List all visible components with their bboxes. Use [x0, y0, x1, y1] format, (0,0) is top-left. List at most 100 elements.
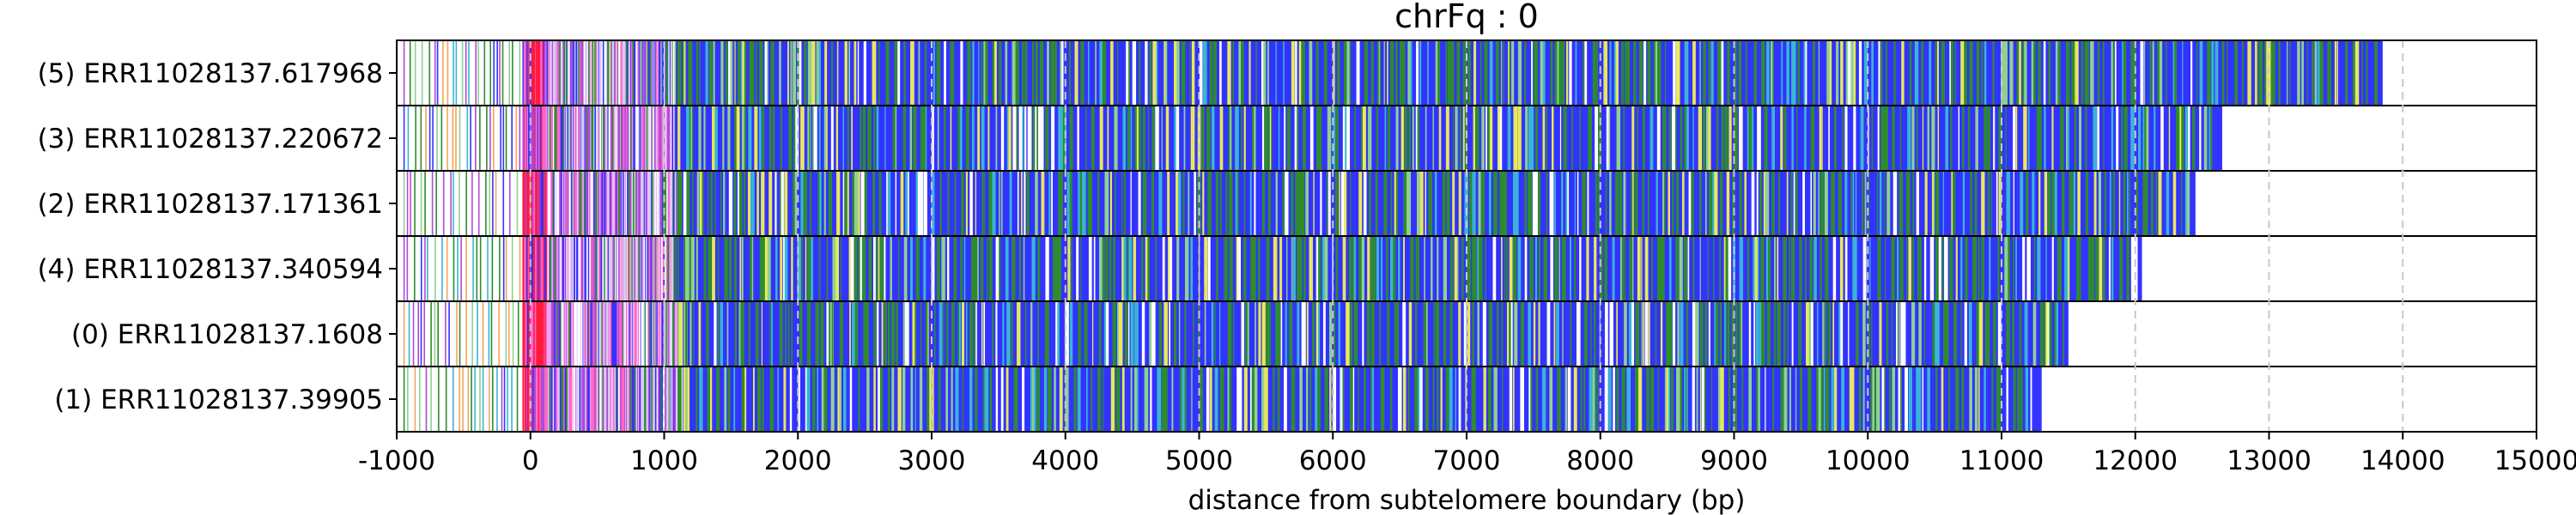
motif-line: [1059, 236, 1061, 301]
motif-line: [1504, 236, 1506, 301]
motif-line: [1105, 236, 1109, 301]
motif-line: [1739, 171, 1742, 236]
motif-line: [2126, 171, 2129, 236]
motif-line: [1840, 40, 1844, 106]
motif-line: [1193, 301, 1194, 367]
motif-line: [876, 106, 879, 171]
motif-line: [980, 236, 984, 301]
motif-line: [922, 106, 927, 171]
motif-line: [1992, 40, 1995, 106]
motif-line: [2199, 40, 2203, 106]
motif-line: [2149, 40, 2152, 106]
motif-line: [955, 367, 959, 432]
motif-line: [1206, 367, 1210, 432]
motif-line: [678, 301, 683, 367]
motif-line: [1499, 171, 1506, 236]
motif-line: [734, 40, 736, 106]
motif-line: [1981, 236, 1984, 301]
motif-line: [1550, 236, 1553, 301]
motif-line: [884, 301, 887, 367]
motif-line: [983, 301, 986, 367]
motif-line: [1136, 106, 1139, 171]
motif-line: [754, 106, 758, 171]
motif-line: [420, 236, 422, 301]
motif-line: [486, 106, 488, 171]
motif-line: [897, 40, 901, 106]
motif-line: [516, 171, 519, 236]
motif-line: [2086, 40, 2089, 106]
motif-line: [1692, 236, 1695, 301]
motif-line: [479, 367, 481, 432]
motif-line: [918, 40, 920, 106]
motif-line: [1015, 40, 1019, 106]
motif-line: [1397, 367, 1402, 432]
motif-line: [1903, 301, 1906, 367]
motif-line: [1990, 171, 1992, 236]
motif-line: [502, 171, 505, 236]
motif-line: [2210, 106, 2213, 171]
x-tick-label: 12000: [2093, 445, 2178, 476]
motif-line: [1309, 40, 1313, 106]
motif-line: [2047, 301, 2050, 367]
motif-line: [1590, 301, 1592, 367]
motif-line: [1433, 301, 1436, 367]
motif-line: [920, 171, 924, 236]
motif-line: [816, 40, 821, 106]
x-tick-label: 4000: [1031, 445, 1099, 476]
motif-line: [1128, 40, 1130, 106]
motif-line: [1142, 171, 1147, 236]
motif-line: [488, 301, 490, 367]
motif-segment: [528, 171, 531, 236]
motif-line: [2022, 40, 2026, 106]
motif-line: [1435, 40, 1438, 106]
motif-line: [1672, 301, 1676, 367]
motif-line: [1641, 40, 1643, 106]
motif-line: [2066, 106, 2069, 171]
motif-line: [1266, 301, 1270, 367]
motif-line: [841, 301, 843, 367]
motif-line: [1862, 301, 1866, 367]
motif-line: [519, 236, 521, 301]
motif-line: [1588, 106, 1593, 171]
motif-line: [992, 301, 994, 367]
motif-line: [887, 301, 890, 367]
motif-line: [1853, 106, 1856, 171]
motif-line: [1635, 301, 1640, 367]
motif-line: [713, 40, 715, 106]
motif-line: [702, 171, 704, 236]
motif-line: [999, 171, 1000, 236]
motif-line: [951, 367, 953, 432]
motif-line: [2103, 236, 2105, 301]
motif-line: [441, 236, 443, 301]
motif-line: [876, 236, 878, 301]
motif-line: [1684, 40, 1689, 106]
motif-line: [2264, 40, 2267, 106]
motif-line: [1559, 106, 1562, 171]
motif-line: [1183, 106, 1186, 171]
motif-line: [479, 236, 482, 301]
motif-segment: [632, 236, 635, 301]
motif-line: [1813, 171, 1816, 236]
motif-line: [1899, 171, 1904, 236]
motif-line: [910, 236, 913, 301]
motif-line: [1538, 171, 1541, 236]
motif-line: [779, 301, 783, 367]
motif-line: [2196, 40, 2198, 106]
motif-line: [2336, 40, 2338, 106]
motif-line: [1845, 40, 1849, 106]
motif-line: [1291, 236, 1293, 301]
motif-line: [1595, 106, 1599, 171]
motif-line: [414, 367, 416, 432]
motif-line: [1285, 171, 1289, 236]
motif-line: [1656, 171, 1658, 236]
motif-line: [511, 367, 513, 432]
motif-line: [1996, 171, 1998, 236]
motif-line: [1047, 106, 1049, 171]
motif-line: [2032, 40, 2036, 106]
motif-line: [1728, 236, 1732, 301]
motif-line: [1069, 171, 1072, 236]
motif-line: [849, 301, 851, 367]
motif-line: [1756, 367, 1759, 432]
motif-line: [445, 301, 447, 367]
motif-line: [756, 40, 757, 106]
